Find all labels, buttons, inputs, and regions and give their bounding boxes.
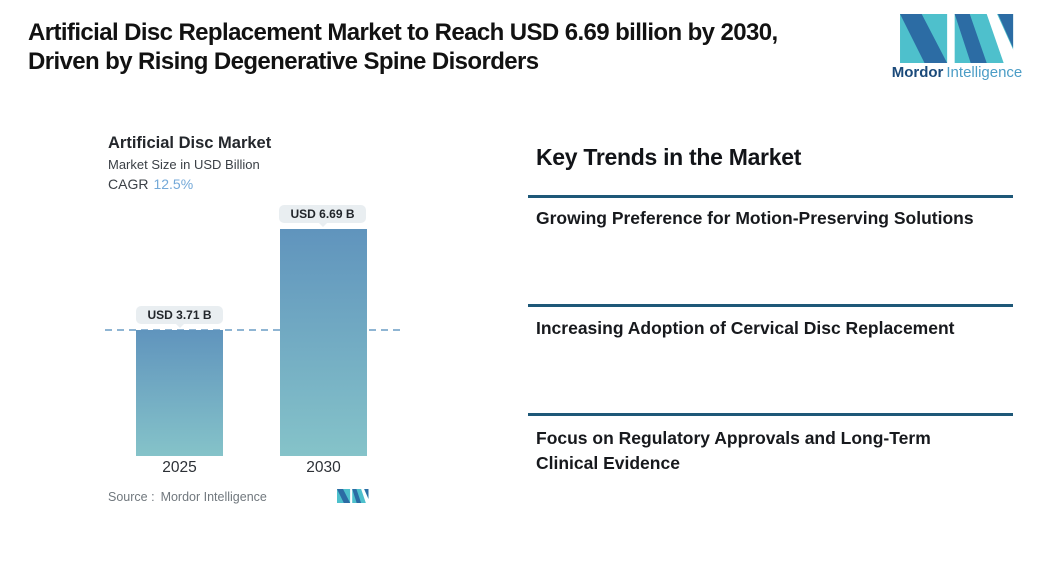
bar-2030 bbox=[280, 229, 367, 456]
page-title: Artificial Disc Replacement Market to Re… bbox=[28, 18, 878, 76]
trend-item: Growing Preference for Motion-Preserving… bbox=[536, 208, 974, 228]
axis-label-2025: 2025 bbox=[162, 459, 197, 476]
trend-divider bbox=[528, 304, 1013, 307]
page-title-line1: Artificial Disc Replacement Market to Re… bbox=[28, 19, 778, 46]
value-label-2025: USD 3.71 B bbox=[136, 306, 223, 324]
chart-cagr: CAGR 12.5% bbox=[108, 176, 193, 192]
source-name: Mordor Intelligence bbox=[160, 490, 267, 504]
trends-heading: Key Trends in the Market bbox=[536, 144, 802, 170]
brand-name-primary: Mordor bbox=[891, 64, 944, 81]
trend-item: Focus on Regulatory Approvals and Long-T… bbox=[536, 428, 931, 473]
mordor-logo-icon bbox=[337, 489, 369, 503]
chart-subtitle: Market Size in USD Billion bbox=[108, 157, 260, 172]
axis-label-2030: 2030 bbox=[306, 459, 341, 476]
bar-2025 bbox=[136, 330, 223, 456]
chart-title: Artificial Disc Market bbox=[108, 134, 272, 152]
cagr-label: CAGR bbox=[108, 176, 149, 192]
cagr-value: 12.5% bbox=[153, 176, 194, 192]
page-title-line2: Driven by Rising Degenerative Spine Diso… bbox=[28, 48, 539, 75]
brand-name-secondary: Intelligence bbox=[946, 64, 1023, 81]
source-label: Source : bbox=[108, 490, 155, 504]
trend-divider bbox=[528, 195, 1013, 198]
source-attribution: Source : Mordor Intelligence bbox=[108, 490, 267, 504]
reference-dashline bbox=[105, 329, 400, 331]
trend-divider bbox=[528, 413, 1013, 416]
brand-wordmark: Mordor Intelligence bbox=[891, 64, 1023, 81]
mordor-logo-icon bbox=[899, 14, 1015, 63]
trend-item: Increasing Adoption of Cervical Disc Rep… bbox=[536, 318, 955, 338]
brand-block: Mordor Intelligence bbox=[891, 14, 1023, 81]
value-label-2030: USD 6.69 B bbox=[279, 205, 366, 223]
